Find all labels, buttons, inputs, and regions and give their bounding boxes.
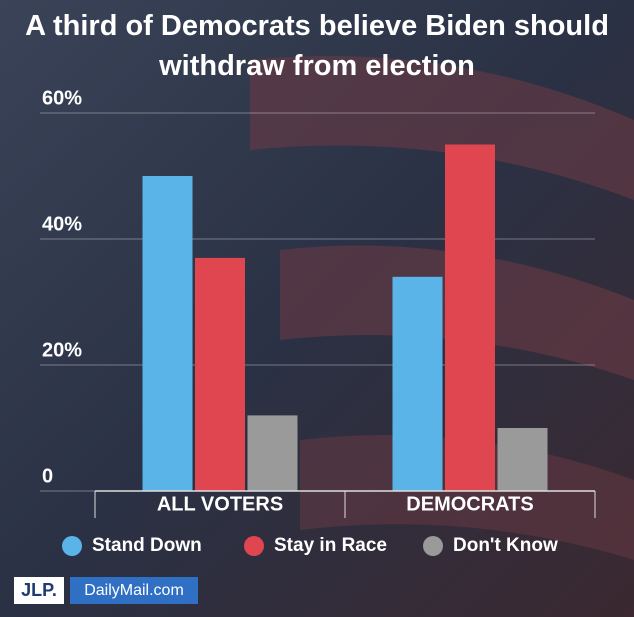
bar — [142, 176, 193, 491]
y-tick-label: 0 — [42, 465, 53, 487]
flag-stripe — [250, 56, 634, 200]
legend-swatch — [423, 536, 443, 556]
chart-title: A third of Democrats believe Biden shoul… — [25, 10, 609, 82]
logo-box — [14, 577, 64, 604]
x-tick-label: DEMOCRATS — [406, 493, 533, 515]
y-tick-label: 20% — [42, 339, 82, 361]
bar — [497, 428, 548, 491]
flag-stripe — [300, 435, 634, 560]
bar — [392, 276, 443, 491]
x-tick-label: ALL VOTERS — [157, 493, 283, 515]
legend-swatch — [62, 536, 82, 556]
legend-label: Don't Know — [453, 535, 558, 556]
bar — [445, 144, 495, 491]
bar — [195, 257, 245, 491]
title-box: A third of Democrats believe Biden shoul… — [25, 10, 609, 82]
logo: JLP. — [21, 580, 57, 600]
legend-label: Stay in Race — [274, 535, 387, 556]
bar — [247, 415, 298, 491]
plot: 0 20% 40% 60% ALL VOTERS DEMOCRATS Stand Down S… — [40, 87, 596, 556]
legend-swatch — [244, 536, 264, 556]
y-tick-label: 40% — [42, 213, 82, 235]
logo: DailyMail.com — [84, 582, 184, 599]
y-tick-label: 60% — [42, 87, 82, 109]
logo-box — [70, 577, 198, 604]
legend-label: Stand Down — [92, 535, 202, 556]
